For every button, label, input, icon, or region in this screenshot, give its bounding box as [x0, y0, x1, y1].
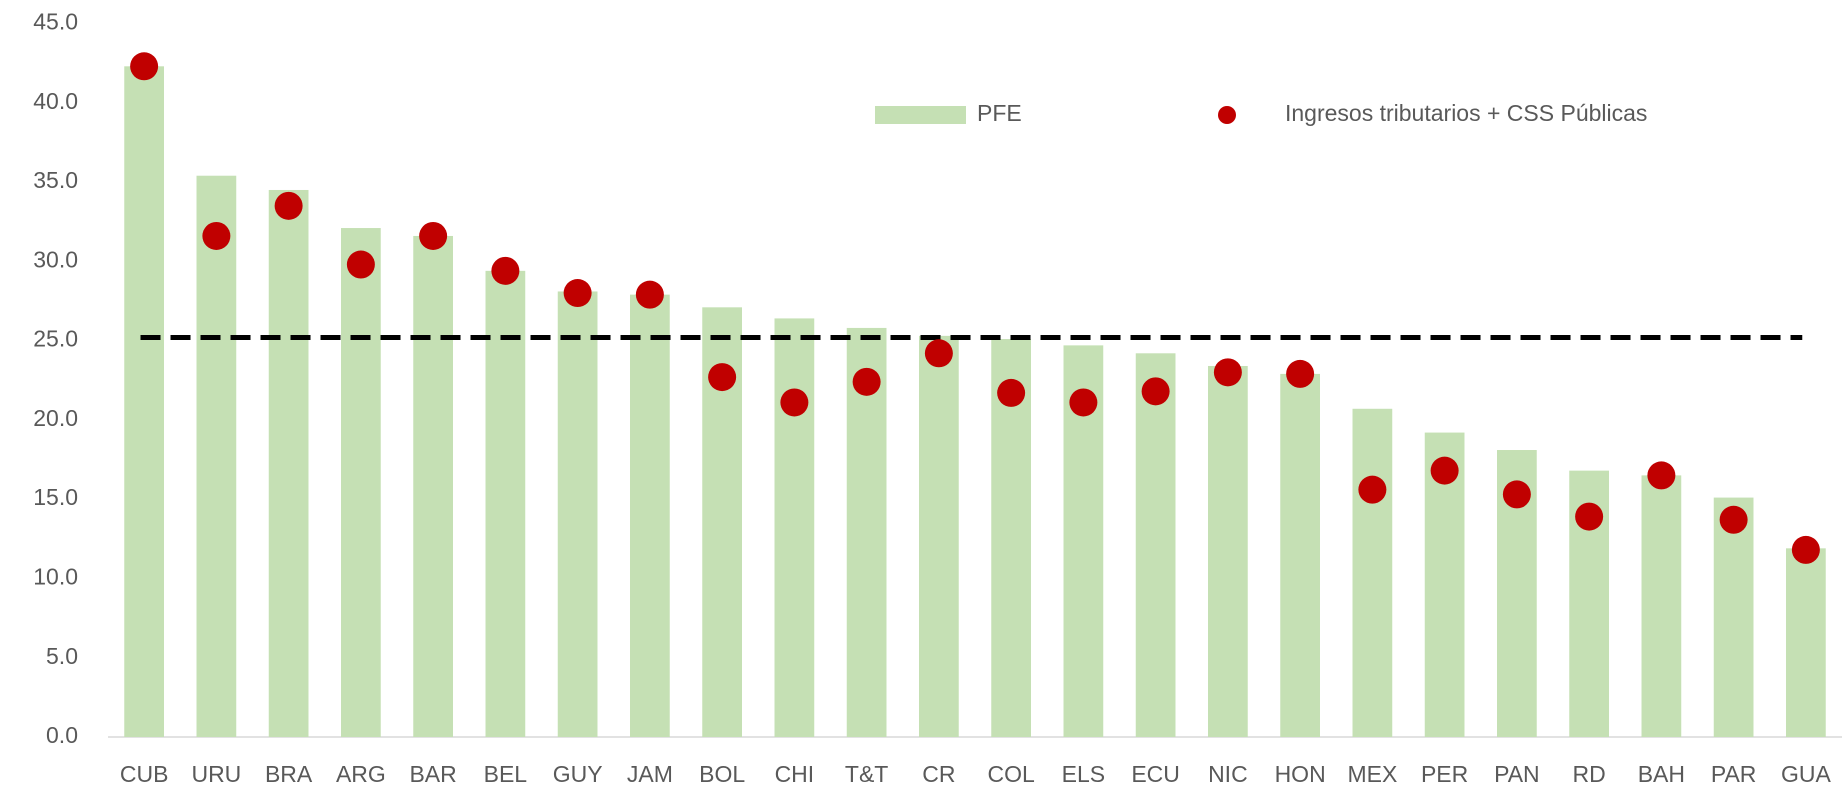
bar	[1641, 475, 1682, 737]
bar	[413, 235, 453, 737]
legend-label: Ingresos tributarios + CSS Públicas	[1285, 100, 1647, 126]
legend-label: PFE	[977, 100, 1022, 126]
dot	[1502, 480, 1531, 509]
x-tick-label: HON	[1275, 761, 1326, 787]
dot	[202, 221, 231, 250]
dot	[1430, 456, 1459, 485]
bar	[919, 335, 959, 737]
bar	[124, 66, 164, 737]
bar	[1352, 408, 1393, 737]
dot	[491, 256, 520, 285]
dot	[346, 250, 375, 279]
y-tick-label: 30.0	[33, 246, 78, 272]
y-tick-label: 35.0	[33, 167, 78, 193]
x-tick-label: CHI	[775, 761, 815, 787]
x-tick-label: BEL	[484, 761, 528, 787]
dot	[1069, 388, 1098, 417]
dot	[1213, 358, 1242, 387]
dot	[1719, 505, 1748, 534]
x-tick-label: GUY	[553, 761, 603, 787]
dot	[1791, 535, 1820, 564]
x-tick-label: ARG	[336, 761, 386, 787]
bar	[846, 327, 887, 737]
bar	[1713, 497, 1754, 737]
y-tick-label: 0.0	[46, 722, 78, 748]
dot	[130, 52, 159, 81]
dot	[708, 363, 737, 392]
legend-swatch	[875, 106, 966, 124]
x-tick-label: PER	[1421, 761, 1468, 787]
bar	[630, 294, 670, 737]
x-tick-label: BOL	[699, 761, 745, 787]
bar	[268, 189, 309, 737]
dot	[274, 191, 303, 220]
dot	[1286, 359, 1315, 388]
dot	[1647, 461, 1676, 490]
y-tick-label: 45.0	[33, 9, 78, 35]
dot	[924, 339, 953, 368]
x-tick-label: PAN	[1494, 761, 1540, 787]
y-tick-label: 10.0	[33, 564, 78, 590]
bar	[1208, 365, 1248, 737]
bar	[1135, 353, 1176, 737]
x-tick-label: BAH	[1638, 761, 1685, 787]
x-tick-label: ECU	[1131, 761, 1180, 787]
dot	[419, 221, 448, 250]
dot	[1358, 475, 1387, 504]
dot	[780, 388, 809, 417]
bar	[557, 291, 598, 737]
dot	[635, 280, 664, 309]
y-tick-label: 40.0	[33, 88, 78, 114]
x-tick-label: ELS	[1062, 761, 1105, 787]
x-tick-label: URU	[191, 761, 241, 787]
bar	[341, 228, 381, 737]
bar	[1280, 373, 1320, 737]
x-tick-label: GUA	[1781, 761, 1832, 787]
y-tick-label: 20.0	[33, 405, 78, 431]
x-tick-label: RD	[1573, 761, 1606, 787]
x-tick-label: T&T	[845, 761, 888, 787]
x-tick-label: NIC	[1208, 761, 1248, 787]
y-tick-label: 25.0	[33, 326, 78, 352]
x-tick-label: CR	[922, 761, 955, 787]
legend-swatch	[1218, 106, 1236, 124]
bar	[196, 175, 237, 738]
dot	[1141, 377, 1170, 406]
x-tick-label: BRA	[265, 761, 313, 787]
y-tick-label: 15.0	[33, 484, 78, 510]
bar	[774, 318, 815, 737]
x-tick-label: PAR	[1711, 761, 1757, 787]
x-tick-label: CUB	[120, 761, 169, 787]
x-tick-label: JAM	[627, 761, 673, 787]
dot	[852, 367, 881, 396]
bar	[485, 270, 526, 737]
y-tick-label: 5.0	[46, 643, 78, 669]
x-tick-label: COL	[987, 761, 1035, 787]
dot	[563, 279, 592, 308]
dot	[1575, 502, 1604, 531]
x-tick-label: MEX	[1347, 761, 1397, 787]
x-tick-label: BAR	[409, 761, 456, 787]
bar	[1786, 548, 1826, 737]
dot	[997, 378, 1026, 407]
